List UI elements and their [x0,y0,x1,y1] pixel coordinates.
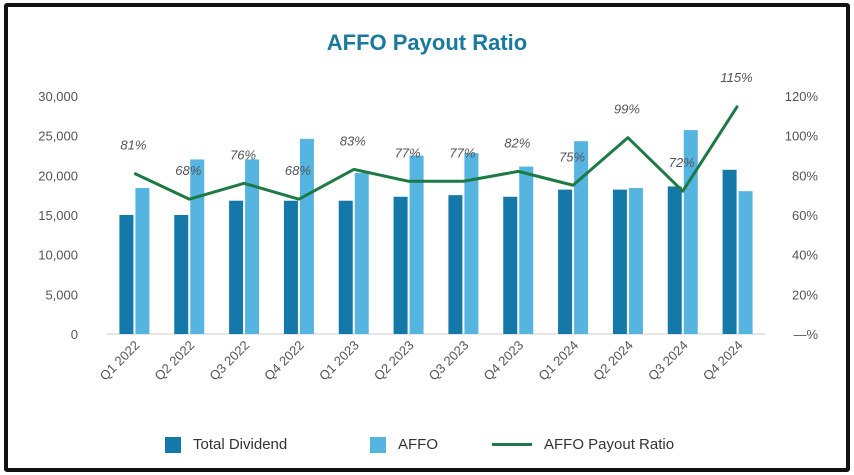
y-left-tick-label: 25,000 [38,129,78,144]
y-left-tick-label: 20,000 [38,168,78,183]
x-tick-label-q4-2022: Q4 2022 [261,338,307,384]
x-tick-label-q4-2023: Q4 2023 [480,338,526,384]
y-right-tick-label: —% [793,327,818,342]
point-affo-payout-ratio-q2-2024 [627,137,629,139]
x-tick-label-q3-2022: Q3 2022 [206,338,252,384]
data-label-affo-payout-ratio-q1-2024: 75% [559,149,585,164]
legend-label-affo: AFFO [398,436,438,453]
y-left-tick-label: 0 [71,327,78,342]
data-label-affo-payout-ratio-q2-2024: 99% [614,102,640,117]
bar-affo-q4-2023 [519,166,534,334]
point-affo-payout-ratio-q1-2023 [353,168,355,170]
bar-affo-q4-2024 [738,191,753,334]
bar-affo-q1-2024 [574,141,589,334]
legend-label-affo-payout-ratio: AFFO Payout Ratio [544,436,675,453]
bar-total-dividend-q1-2023 [338,200,353,334]
bar-affo-q4-2022 [299,138,314,334]
legend-item-total-dividend: Total Dividend [165,436,287,453]
point-affo-payout-ratio-q4-2024 [737,105,739,107]
y-left-tick-label: 5,000 [45,287,78,302]
bar-total-dividend-q3-2023 [448,195,463,334]
bar-affo-q1-2023 [354,172,369,334]
bar-affo-q3-2022 [245,159,260,334]
y-right-tick-label: 40% [792,248,818,263]
legend-swatch-affo-payout-ratio [492,443,532,446]
legend-label-total-dividend: Total Dividend [193,436,288,453]
bar-affo-q2-2024 [628,188,643,334]
y-right-tick-label: 60% [792,208,818,223]
x-tick-label-q2-2022: Q2 2022 [151,338,197,384]
y-right-tick-label: 120% [785,89,819,104]
x-tick-label-q1-2023: Q1 2023 [316,338,362,384]
chart-title: AFFO Payout Ratio [326,30,528,55]
y-left-tick-label: 10,000 [38,248,78,263]
y-right-tick-label: 80% [792,168,818,183]
bar-total-dividend-q2-2022 [174,215,189,334]
point-affo-payout-ratio-q4-2023 [517,170,519,172]
legend-swatch-affo [370,436,386,453]
bar-affo-q3-2023 [464,153,479,334]
data-label-affo-payout-ratio-q3-2023: 77% [449,145,475,160]
bar-total-dividend-q4-2023 [503,196,518,334]
line-affo-payout-ratio [133,105,739,201]
data-label-affo-payout-ratio-q4-2022: 68% [285,163,311,178]
data-label-affo-payout-ratio-q3-2022: 76% [230,147,256,162]
point-affo-payout-ratio-q3-2022 [243,182,245,184]
bar-affo-q1-2022 [135,188,150,334]
bar-affo-q2-2023 [409,155,424,334]
x-tick-label-q1-2022: Q1 2022 [97,338,143,384]
x-tick-label-q4-2024: Q4 2024 [700,338,746,384]
y-right-tick-label: 20% [792,287,818,302]
x-tick-label-q2-2023: Q2 2023 [371,338,417,384]
legend: Total Dividend AFFO AFFO Payout Ratio [0,436,854,460]
legend-item-affo: AFFO [370,436,438,453]
data-label-affo-payout-ratio-q4-2023: 82% [504,135,530,150]
bar-total-dividend-q4-2022 [283,200,298,334]
data-label-affo-payout-ratio-q2-2022: 68% [175,163,201,178]
y-left-tick-label: 30,000 [38,89,78,104]
y-right-tick-label: 100% [785,129,819,144]
point-affo-payout-ratio-q1-2022 [133,172,135,174]
point-affo-payout-ratio-q4-2022 [298,198,300,200]
data-label-affo-payout-ratio-q1-2022: 81% [120,137,146,152]
bar-total-dividend-q1-2022 [119,215,134,334]
point-affo-payout-ratio-q1-2024 [572,184,574,186]
y-left-tick-label: 15,000 [38,208,78,223]
data-label-affo-payout-ratio-q2-2023: 77% [395,145,421,160]
point-affo-payout-ratio-q3-2023 [462,180,464,182]
bar-total-dividend-q1-2024 [558,189,573,334]
bar-affo-q3-2024 [683,130,698,334]
x-tick-label-q1-2024: Q1 2024 [535,338,581,384]
data-label-affo-payout-ratio-q3-2024: 72% [669,155,695,170]
point-affo-payout-ratio-q2-2023 [408,180,410,182]
legend-swatch-total-dividend [165,436,181,453]
data-label-affo-payout-ratio-q1-2023: 83% [340,133,366,148]
bar-total-dividend-q3-2024 [667,186,682,334]
point-affo-payout-ratio-q3-2024 [682,190,684,192]
bar-affo-q2-2022 [190,159,205,334]
x-tick-label-q3-2023: Q3 2023 [426,338,472,384]
point-affo-payout-ratio-q2-2022 [188,198,190,200]
bar-total-dividend-q3-2022 [229,200,244,334]
x-tick-label-q2-2024: Q2 2024 [590,338,636,384]
bar-total-dividend-q2-2024 [612,189,627,334]
legend-item-affo-payout-ratio: AFFO Payout Ratio [492,436,674,453]
bar-total-dividend-q2-2023 [393,196,408,334]
bar-total-dividend-q4-2024 [722,169,737,334]
x-tick-label-q3-2024: Q3 2024 [645,338,691,384]
data-label-affo-payout-ratio-q4-2024: 115% [720,70,752,85]
